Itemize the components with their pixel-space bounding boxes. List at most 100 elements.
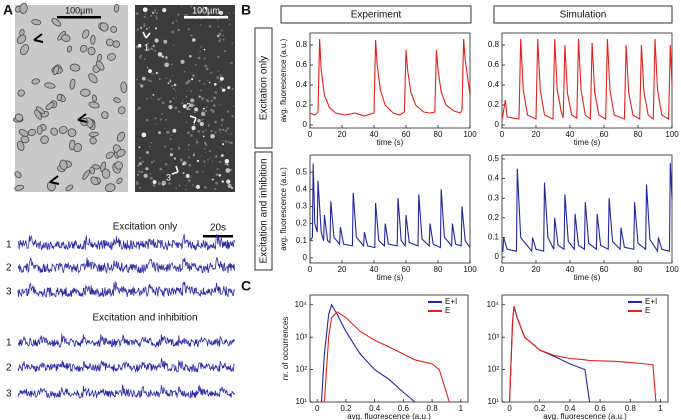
cell — [112, 40, 120, 48]
bright-cell — [216, 34, 220, 38]
cell — [80, 88, 91, 97]
raw-trace — [17, 357, 235, 373]
speckle — [172, 74, 174, 76]
cell — [113, 97, 121, 103]
cell — [56, 93, 63, 102]
trace-label: 3 — [6, 287, 12, 298]
speckle — [150, 14, 153, 17]
y-tick-label: 0.4 — [296, 80, 308, 89]
row-label: Excitation only — [259, 56, 270, 120]
cell — [117, 106, 126, 115]
x-tick-label: 20 — [338, 265, 347, 274]
cell — [16, 140, 25, 151]
trace-label: 1 — [6, 338, 12, 349]
speckle — [160, 97, 162, 99]
x-tick-label: 40 — [566, 130, 575, 139]
trace-group-title: Excitation and inhibition — [92, 313, 197, 324]
bright-cell — [197, 119, 201, 123]
bright-cell — [138, 146, 141, 149]
cell — [101, 111, 109, 119]
bright-cell — [173, 83, 177, 87]
speckle — [207, 79, 209, 81]
bright-cell — [190, 98, 195, 103]
speckle — [223, 50, 227, 53]
speckle — [187, 143, 190, 146]
speckle — [173, 87, 175, 90]
bright-cell — [154, 38, 159, 43]
scale-bar — [57, 16, 101, 19]
column-header: Simulation — [560, 10, 607, 21]
cell — [69, 78, 76, 90]
speckle — [178, 110, 181, 113]
speckle — [154, 49, 157, 52]
bright-cell — [224, 159, 230, 164]
speckle — [185, 95, 188, 98]
speckle — [202, 170, 204, 173]
speckle — [199, 50, 201, 52]
speckle — [219, 160, 222, 164]
cell — [31, 78, 40, 85]
speckle — [208, 150, 211, 153]
y-tick-label: 0.1 — [296, 236, 308, 245]
speckle — [187, 131, 190, 135]
cell — [91, 164, 101, 170]
speckle — [183, 70, 186, 73]
speckle — [136, 109, 138, 111]
panel-label: C — [241, 278, 251, 294]
arrowhead — [33, 33, 88, 185]
legend-label: E+I — [645, 297, 657, 306]
bright-cell — [180, 59, 185, 64]
speckle — [169, 138, 172, 141]
bright-cell — [198, 95, 201, 98]
bright-cell — [182, 172, 185, 175]
speckle — [150, 161, 154, 164]
speckle — [205, 67, 209, 71]
cell — [105, 151, 114, 159]
speckle — [215, 181, 218, 185]
cell — [105, 38, 114, 47]
raw-trace — [17, 383, 235, 399]
bright-cell — [152, 180, 157, 184]
speckle — [188, 156, 191, 159]
cell — [45, 102, 55, 110]
row-box — [254, 151, 273, 271]
speckle — [218, 80, 221, 83]
speckle — [207, 124, 210, 126]
trace-group-title: Excitation only — [113, 222, 177, 233]
bright-cell — [146, 151, 149, 154]
bright-cell — [213, 83, 217, 86]
speckle — [197, 56, 201, 60]
bright-cell — [165, 56, 168, 59]
speckle — [164, 162, 168, 166]
y-tick-label: 10¹ — [295, 397, 307, 406]
cell — [90, 176, 99, 186]
x-tick-label: 100 — [665, 265, 679, 274]
cell — [36, 125, 43, 135]
speckle — [187, 90, 189, 92]
bright-cell — [196, 159, 200, 162]
speckle — [136, 28, 139, 31]
speckle — [146, 42, 149, 45]
x-tick-label: 0.2 — [534, 404, 546, 413]
bright-cell — [192, 38, 196, 42]
bright-cell — [203, 48, 206, 51]
x-axis-label: avg. fluorescence (a.u.) — [347, 412, 431, 420]
cell — [114, 161, 123, 170]
speckle — [191, 130, 194, 132]
cell — [89, 137, 97, 145]
speckle — [211, 160, 214, 163]
bright-cell — [221, 154, 224, 157]
x-tick-label: 0.2 — [340, 404, 352, 413]
speckle — [153, 160, 155, 162]
bright-cell — [173, 157, 177, 160]
bright-cell — [222, 143, 225, 146]
speckle — [213, 157, 216, 159]
speckle — [187, 28, 190, 31]
y-tick-label: 0.4 — [488, 174, 500, 183]
speckle — [169, 63, 171, 65]
bright-cell — [226, 179, 231, 184]
speckle — [171, 30, 174, 34]
bright-cell — [191, 78, 194, 81]
speckle — [136, 12, 139, 15]
